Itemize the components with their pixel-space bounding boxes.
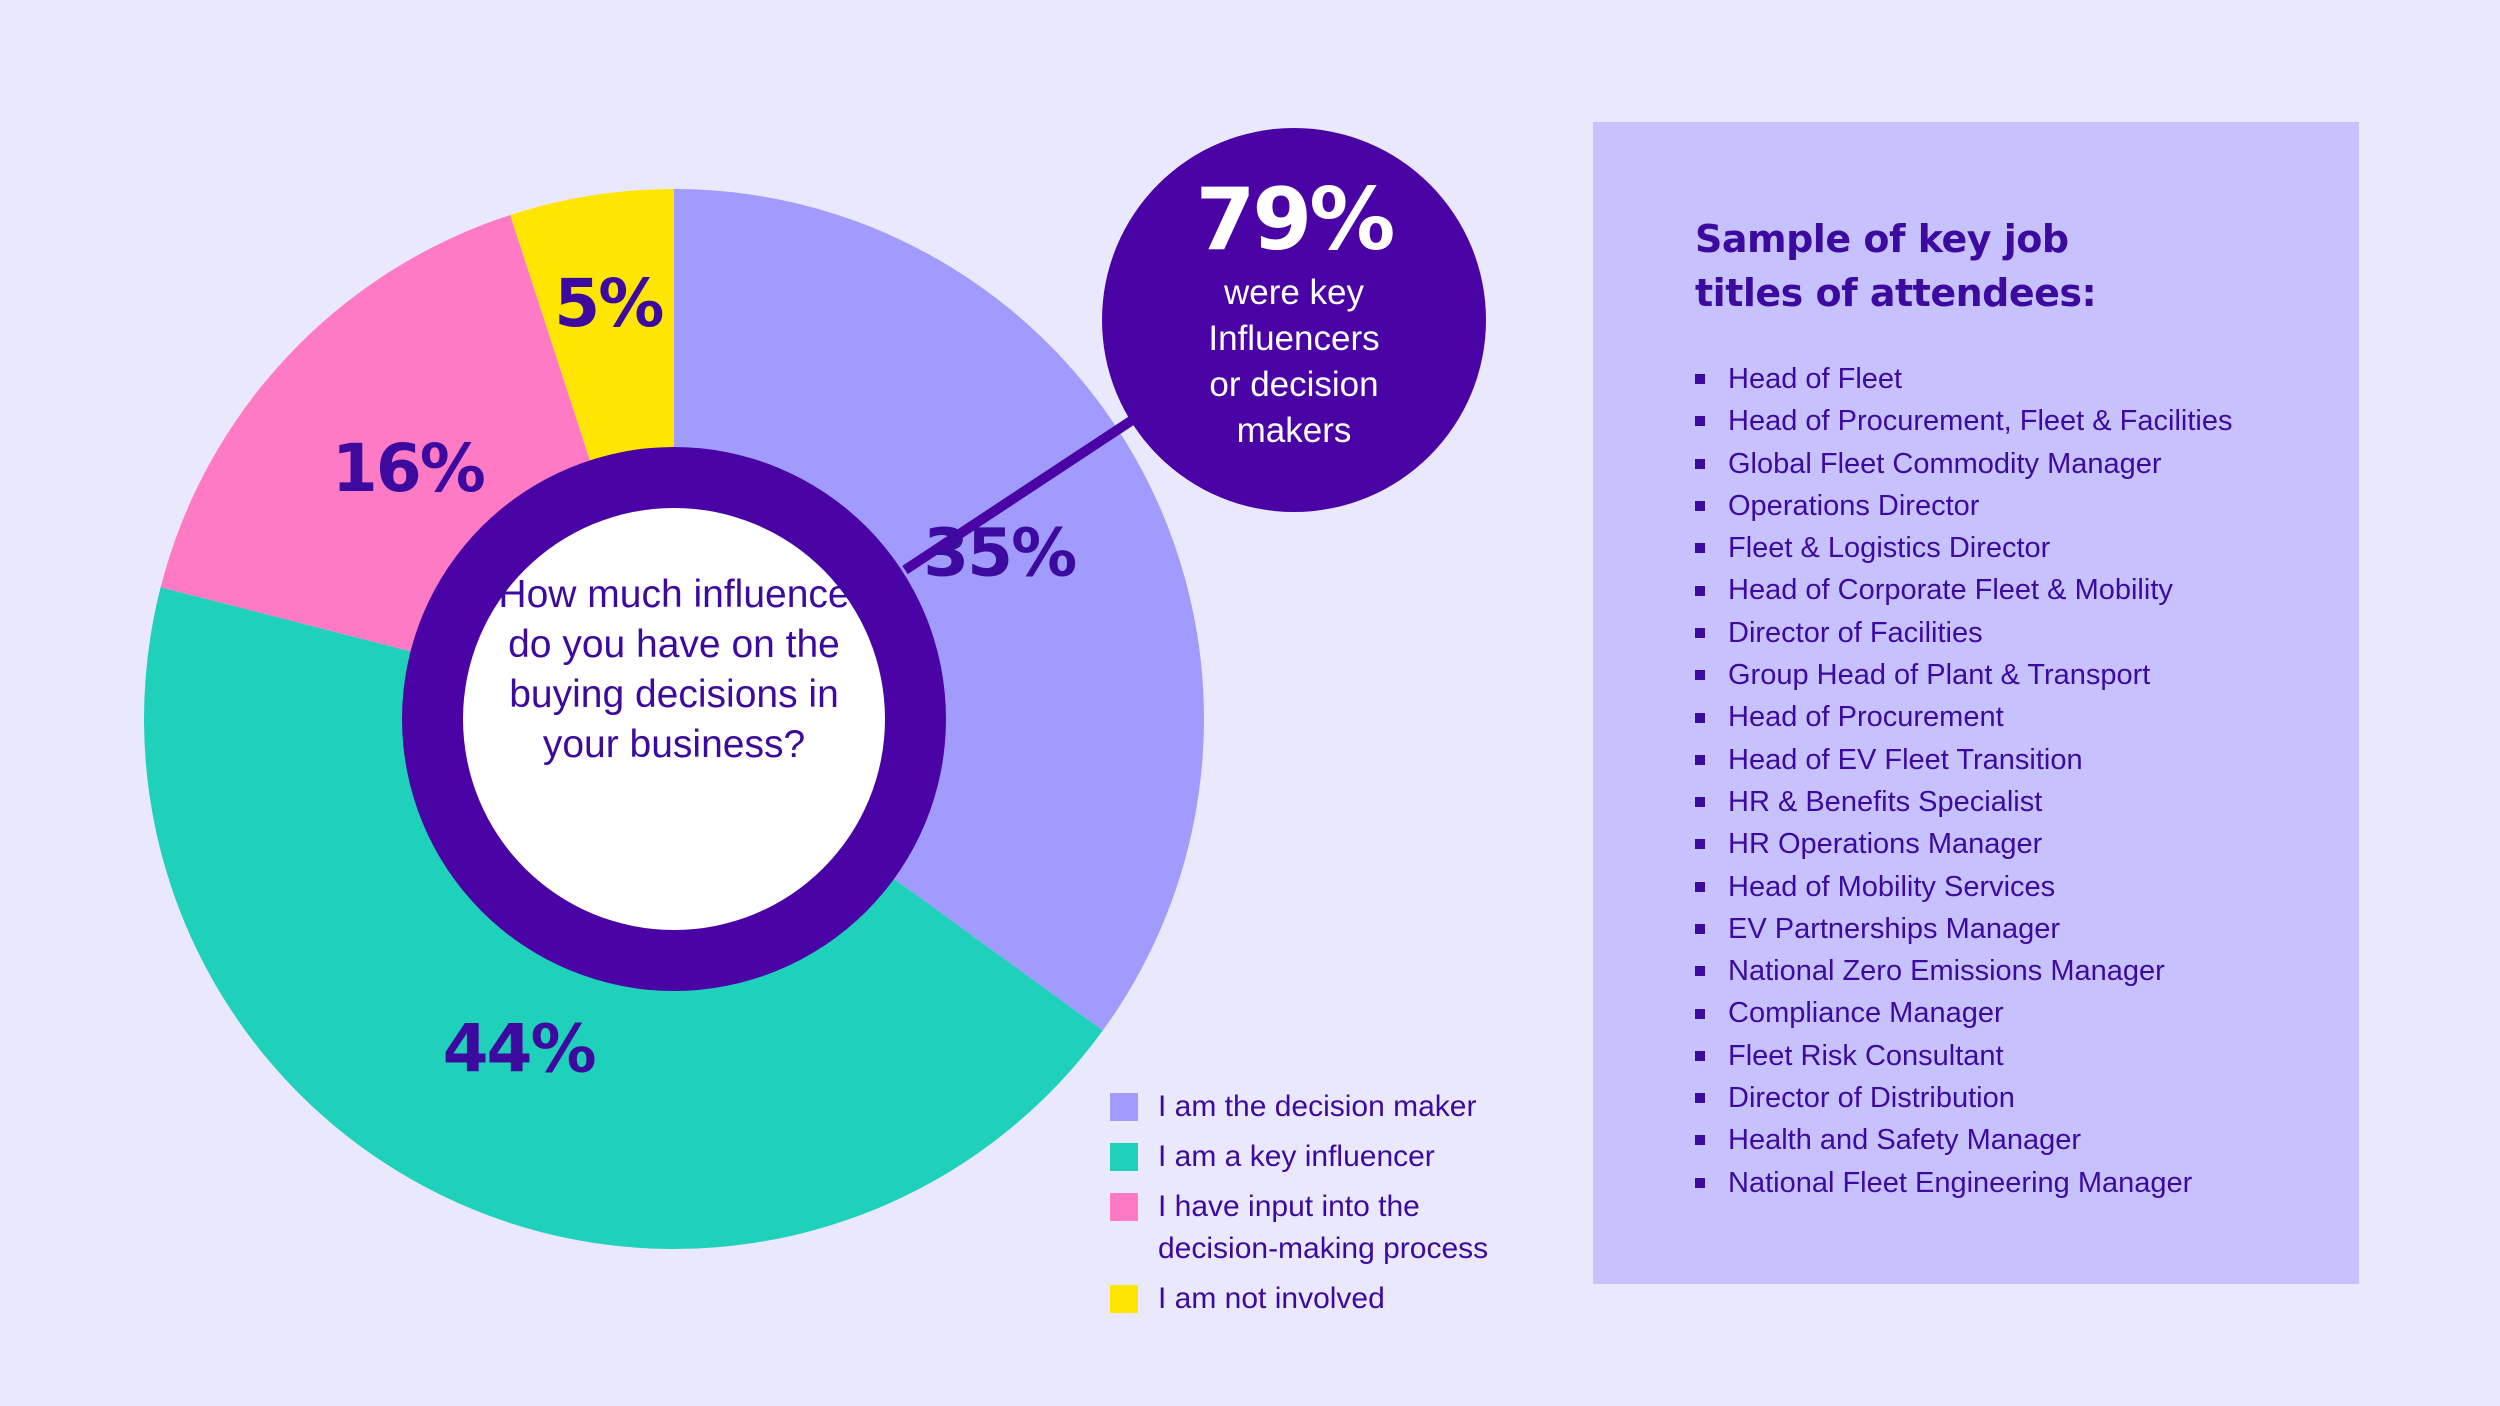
list-item: Group Head of Plant & Transport — [1695, 654, 2232, 696]
callout-value: 79% — [1195, 170, 1396, 270]
list-item-label: Health and Safety Manager — [1728, 1124, 2082, 1157]
list-item: Health and Safety Manager — [1695, 1119, 2232, 1161]
bullet-icon — [1695, 585, 1705, 596]
list-item: HR & Benefits Specialist — [1695, 781, 2232, 823]
bullet-icon — [1695, 416, 1705, 427]
callout-line: or decision — [1209, 365, 1379, 404]
bullet-icon — [1695, 881, 1705, 892]
bullet-icon — [1695, 797, 1705, 808]
bullet-icon — [1695, 754, 1705, 765]
list-item: Fleet & Logistics Director — [1695, 527, 2232, 569]
bullet-icon — [1695, 1008, 1705, 1019]
list-item-label: Fleet Risk Consultant — [1728, 1039, 2004, 1072]
list-item-label: Global Fleet Commodity Manager — [1728, 447, 2162, 480]
chart-legend: I am the decision maker I am a key influ… — [1110, 1086, 1548, 1328]
bullet-icon — [1695, 1050, 1705, 1061]
slice-label: 35% — [923, 514, 1076, 591]
bullet-icon — [1695, 627, 1705, 638]
list-item: Fleet Risk Consultant — [1695, 1035, 2232, 1077]
legend-swatch — [1110, 1143, 1138, 1171]
list-item-label: Fleet & Logistics Director — [1728, 532, 2051, 565]
bullet-icon — [1695, 670, 1705, 681]
list-item-label: Compliance Manager — [1728, 997, 2004, 1030]
chart-question: How much influence do you have on the bu… — [498, 573, 850, 766]
list-item-label: Director of Distribution — [1728, 1082, 2015, 1115]
list-item: EV Partnerships Manager — [1695, 908, 2232, 950]
list-item: Director of Distribution — [1695, 1077, 2232, 1119]
pie-slice — [674, 189, 1204, 1031]
list-item: Head of Fleet — [1695, 358, 2232, 400]
list-item-label: Director of Facilities — [1728, 616, 1983, 649]
job-titles-list: Head of Fleet Head of Procurement, Fleet… — [1695, 358, 2232, 1204]
list-item-label: HR & Benefits Specialist — [1728, 785, 2043, 818]
legend-label: I am the decision maker — [1158, 1090, 1477, 1123]
legend-item: I am the decision maker — [1110, 1086, 1548, 1128]
list-item-label: Operations Director — [1728, 489, 1980, 522]
list-item: Head of EV Fleet Transition — [1695, 739, 2232, 781]
list-item: National Fleet Engineering Manager — [1695, 1162, 2232, 1204]
slice-label: 44% — [443, 1010, 596, 1087]
list-item-label: Head of Corporate Fleet & Mobility — [1728, 574, 2173, 607]
center-disc — [463, 508, 885, 930]
list-item-label: Head of Procurement, Fleet & Facilities — [1728, 405, 2233, 438]
list-item: Head of Corporate Fleet & Mobility — [1695, 569, 2232, 611]
legend-label: I am a key influencer — [1158, 1140, 1435, 1173]
slice-label: 16% — [332, 430, 485, 507]
list-item: Global Fleet Commodity Manager — [1695, 443, 2232, 485]
job-titles-panel: Sample of key job titles of attendees: H… — [1593, 122, 2359, 1284]
bullet-icon — [1695, 543, 1705, 554]
list-item: HR Operations Manager — [1695, 823, 2232, 865]
bullet-icon — [1695, 374, 1705, 385]
list-item-label: National Fleet Engineering Manager — [1728, 1166, 2193, 1199]
legend-item: I am a key influencer — [1110, 1136, 1548, 1178]
legend-swatch — [1110, 1193, 1138, 1221]
bullet-icon — [1695, 501, 1705, 512]
callout-line: were key — [1223, 273, 1365, 312]
legend-label: I have input into the decision-making pr… — [1158, 1190, 1489, 1265]
list-item: National Zero Emissions Manager — [1695, 950, 2232, 992]
callout-connector — [902, 410, 1143, 575]
bullet-icon — [1695, 1093, 1705, 1104]
list-item: Head of Mobility Services — [1695, 866, 2232, 908]
list-item: Director of Facilities — [1695, 612, 2232, 654]
list-item-label: Group Head of Plant & Transport — [1728, 659, 2151, 692]
bullet-icon — [1695, 712, 1705, 723]
panel-title: Sample of key job titles of attendees: — [1695, 217, 2097, 315]
list-item-label: Head of Mobility Services — [1728, 870, 2056, 903]
legend-item: I have input into the decision-making pr… — [1110, 1186, 1548, 1270]
list-item: Head of Procurement, Fleet & Facilities — [1695, 400, 2232, 442]
list-item-label: EV Partnerships Manager — [1728, 912, 2061, 945]
list-item: Compliance Manager — [1695, 992, 2232, 1034]
bullet-icon — [1695, 1135, 1705, 1146]
list-item: Operations Director — [1695, 485, 2232, 527]
list-item-label: HR Operations Manager — [1728, 828, 2043, 861]
legend-swatch — [1110, 1093, 1138, 1121]
bullet-icon — [1695, 839, 1705, 850]
slice-label: 5% — [554, 265, 663, 342]
legend-label: I am not involved — [1158, 1282, 1385, 1315]
list-item-label: Head of Fleet — [1728, 363, 1903, 395]
callout-line: Influencers — [1208, 319, 1380, 358]
bullet-icon — [1695, 966, 1705, 977]
bullet-icon — [1695, 458, 1705, 469]
callout-bubble: 79% were key Influencers or decision mak… — [1102, 128, 1486, 512]
bullet-icon — [1695, 1177, 1705, 1188]
list-item-label: Head of Procurement — [1728, 701, 2004, 734]
legend-item: I am not involved — [1110, 1278, 1548, 1320]
list-item-label: Head of EV Fleet Transition — [1728, 743, 2083, 776]
bullet-icon — [1695, 924, 1705, 934]
legend-swatch — [1110, 1285, 1138, 1313]
list-item: Head of Procurement — [1695, 696, 2232, 738]
callout-line: makers — [1236, 411, 1352, 450]
list-item-label: National Zero Emissions Manager — [1728, 955, 2165, 988]
